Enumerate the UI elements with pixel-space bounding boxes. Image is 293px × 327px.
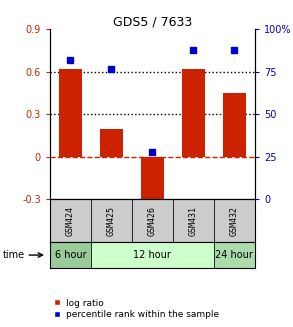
Bar bbox=[223, 93, 246, 157]
Text: 6 hour: 6 hour bbox=[54, 250, 86, 260]
Bar bbox=[50, 242, 91, 268]
Bar bbox=[141, 157, 163, 207]
Text: time: time bbox=[3, 250, 25, 260]
Bar bbox=[50, 199, 91, 242]
Text: GSM426: GSM426 bbox=[148, 206, 157, 236]
Bar bbox=[59, 69, 81, 157]
Title: GDS5 / 7633: GDS5 / 7633 bbox=[113, 15, 192, 28]
Bar bbox=[173, 199, 214, 242]
Bar bbox=[91, 199, 132, 242]
Bar bbox=[214, 242, 255, 268]
Text: GSM425: GSM425 bbox=[107, 206, 116, 236]
Text: GSM431: GSM431 bbox=[189, 206, 198, 236]
Bar bbox=[132, 199, 173, 242]
Text: 12 hour: 12 hour bbox=[133, 250, 171, 260]
Legend: log ratio, percentile rank within the sample: log ratio, percentile rank within the sa… bbox=[54, 299, 219, 319]
Bar bbox=[100, 129, 123, 157]
Bar bbox=[91, 242, 214, 268]
Text: GSM432: GSM432 bbox=[230, 206, 239, 236]
Text: GSM424: GSM424 bbox=[66, 206, 75, 236]
Text: 24 hour: 24 hour bbox=[215, 250, 253, 260]
Bar bbox=[182, 69, 205, 157]
Bar bbox=[214, 199, 255, 242]
